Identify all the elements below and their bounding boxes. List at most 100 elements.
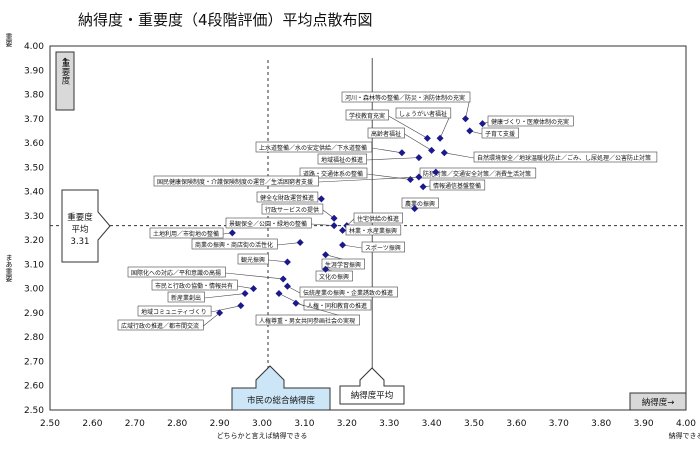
importance-avg-line1: 重要度 [67,212,93,223]
point-label: 景観保全／公園・緑地の整備 [229,220,307,228]
point-label: 地域福祉の推進 [321,156,363,164]
point-label: 健全な財政運営推進 [260,194,314,202]
point-marker [339,226,347,234]
data-point: 景観保全／公園・緑地の整備 [225,217,338,230]
point-label-box [255,314,360,326]
point-label: 林業・水産業振興 [349,227,397,235]
point-marker [406,175,414,183]
point-label-box [149,227,224,239]
data-point: 国際化への対応／平和意識の高揚 [127,266,287,283]
data-point: 自然環境保全／地球温暖化防止／ごみ、し尿処理／公害防止対策 [440,149,658,163]
point-label-box [367,127,405,139]
y-tick-label: 3.60 [24,139,44,149]
y-axis-top-label: 重要 [5,33,13,48]
x-tick-label: 3.90 [634,419,654,429]
point-label-box [237,253,269,265]
data-point: 広域行政の推進／都市間交流 [117,309,224,331]
point-label-box [321,258,365,270]
point-label-box [341,91,471,103]
point-marker [440,149,448,157]
point-marker [296,239,304,247]
data-point: 市民と行政の協働・情報共有 [151,279,258,293]
data-point: 道路・交通体系の整備 [299,167,414,183]
leader-line [366,173,411,180]
point-label-box [153,175,319,187]
point-marker [228,229,236,237]
data-point: 地域コミュニティづくり [137,302,245,317]
y-tick-label: 2.60 [24,382,44,392]
x-tick-label: 3.80 [591,419,611,429]
data-point: 河川・森林等の整備／防災・消防体制の充実 [341,91,471,123]
leader-line [268,259,288,263]
data-point: 健全な財政運営推進 [256,191,325,203]
point-label: 防犯対策／交通安全対策／消費生活対策 [423,170,531,178]
plot-frame [49,45,687,411]
point-label: 高齢者福祉 [371,130,401,138]
chart-title: 納得度・重要度（4段階評価）平均点散布図 [78,11,373,29]
data-point: 人権・同和教育の推進 [275,290,372,311]
data-point: 伝統産業の振興・企業誘致の推進 [283,282,398,298]
leader-line [225,272,284,280]
x-axis-mid-label: どちらかと言えば納得できる [217,431,308,440]
point-marker [478,120,486,128]
data-point: 林業・水産業振興 [339,224,402,236]
point-label: 河川・森林等の整備／防災・消防体制の充実 [345,94,465,102]
point-marker [423,134,431,142]
point-marker [462,115,470,123]
leader-line [404,133,432,151]
x-tick-label: 4.00 [676,419,696,429]
point-marker [322,265,330,273]
point-label: 上水道整備／水の安定供給／下水道整備 [259,144,367,152]
point-marker [292,299,300,307]
importance-avg-arrow [61,189,111,263]
data-point: 高齢者福祉 [367,127,436,154]
point-marker [279,275,287,283]
importance-axis-box: ↑重要度 [55,51,75,111]
point-label: 新産業創出 [171,294,201,302]
x-tick-label: 2.80 [167,419,187,429]
data-point: 新産業創出 [167,290,249,303]
overall-satisfaction-label: 市民の総合納得度 [247,395,316,406]
y-tick-label: 4.00 [24,42,44,52]
grid [49,45,687,411]
satisfaction-avg-label: 納得度平均 [351,390,394,401]
point-label-box [303,299,372,311]
leader-line [444,152,475,159]
satisfaction-axis-box: 納得度→ [629,392,687,411]
leader-line [278,293,305,307]
point-label: 道路・交通体系の整備 [303,170,363,178]
satisfaction-box-bg [629,392,687,411]
x-axis-right-label: 納得できる [669,431,700,440]
y-tick-label: 3.80 [24,91,44,101]
data-point: 生涯学習振興 [321,251,365,270]
x-tick-label: 3.60 [506,419,526,429]
point-label: 国際化への対応／平和意識の高揚 [131,269,221,277]
x-tick-label: 3.10 [294,419,314,429]
point-label: 情報通信基盤整備 [433,182,481,190]
point-label-box [261,203,324,215]
y-axis-mid-label: まあ重要 [5,254,13,283]
point-label-box [137,305,212,317]
leader-line [318,176,419,183]
point-label: 商業の振興・商店街の活性化 [195,241,273,249]
point-marker [398,149,406,157]
point-label: 行政サービスの提供 [265,206,319,214]
data-point: 地域福祉の推進 [317,153,423,165]
data-point: 農業の振興 [401,197,439,213]
x-tick-label: 2.70 [125,419,145,429]
data-point: 人権尊重・男女共同参画社会の実現 [255,299,360,326]
point-label: 学校教育充実 [349,112,385,120]
point-marker [466,127,474,135]
point-label-box [299,167,368,179]
y-tick-label: 3.10 [24,260,44,270]
data-point: 商業の振興・商店街の活性化 [191,238,304,250]
point-label-box [255,141,373,153]
y-tick-label: 3.70 [24,115,44,125]
point-label: 生涯学習振興 [325,261,361,269]
point-label: 広域行政の推進／都市間交流 [121,322,199,330]
x-tick-label: 2.90 [210,419,230,429]
data-point: スポーツ振興 [339,241,405,253]
